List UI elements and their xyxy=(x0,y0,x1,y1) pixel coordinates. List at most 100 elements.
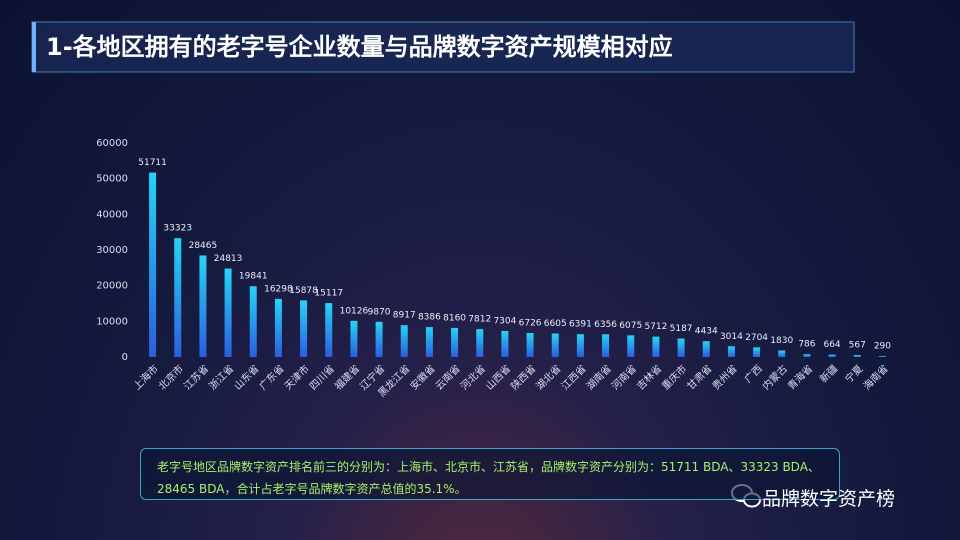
x-tick-label: 湖南省 xyxy=(583,362,613,392)
bar xyxy=(803,354,811,357)
x-tick-label: 河北省 xyxy=(458,362,488,392)
bar xyxy=(501,330,509,357)
bar xyxy=(149,172,157,357)
x-tick-label: 天津市 xyxy=(281,362,311,392)
bar xyxy=(727,346,735,357)
value-label: 567 xyxy=(849,340,866,350)
bar xyxy=(224,268,232,357)
x-tick-label: 宁夏 xyxy=(842,362,865,385)
value-label: 8160 xyxy=(443,313,466,323)
title-accent xyxy=(32,22,36,72)
x-tick-label: 重庆市 xyxy=(659,362,689,392)
value-label: 19841 xyxy=(239,272,268,282)
bar xyxy=(400,325,408,357)
bar xyxy=(300,300,308,357)
bar xyxy=(325,303,333,357)
title-box xyxy=(31,21,855,73)
value-label: 15878 xyxy=(289,286,318,296)
x-tick-label: 北京市 xyxy=(156,362,186,392)
bar xyxy=(627,335,635,357)
x-tick-label: 江西省 xyxy=(558,362,588,392)
value-label: 7304 xyxy=(493,316,516,326)
x-tick-label: 湖北省 xyxy=(533,362,563,392)
bar xyxy=(702,341,710,357)
y-tick-label: 60000 xyxy=(96,138,128,149)
y-tick-label: 30000 xyxy=(96,245,128,256)
bar xyxy=(174,238,182,357)
bar xyxy=(602,334,610,357)
bar xyxy=(652,336,660,357)
value-label: 6726 xyxy=(519,319,542,329)
bar xyxy=(778,350,786,357)
y-tick-label: 50000 xyxy=(96,174,128,185)
bar xyxy=(451,327,459,357)
bar xyxy=(526,333,534,357)
bar xyxy=(375,321,383,357)
value-label: 24813 xyxy=(214,254,243,264)
bar xyxy=(576,334,584,357)
value-label: 6075 xyxy=(619,321,642,331)
value-label: 6605 xyxy=(544,319,567,329)
x-tick-label: 贵州省 xyxy=(709,362,739,392)
value-label: 6391 xyxy=(569,320,592,330)
value-label: 15117 xyxy=(314,289,343,299)
annotation: 老字号地区品牌数字资产排名前三的分别为：上海市、北京市、江苏省，品牌数字资产分别… xyxy=(140,448,840,500)
y-tick-label: 0 xyxy=(122,352,128,363)
value-label: 6356 xyxy=(594,320,617,330)
x-tick-label: 甘肃省 xyxy=(684,362,714,392)
value-label: 28465 xyxy=(189,241,218,251)
x-tick-label: 云南省 xyxy=(432,362,462,392)
y-tick-label: 40000 xyxy=(96,209,128,220)
value-label: 33323 xyxy=(163,224,192,234)
x-tick-label: 福建省 xyxy=(332,362,362,392)
value-label: 664 xyxy=(823,340,840,350)
x-tick-label: 青海省 xyxy=(785,362,815,392)
x-tick-label: 新疆 xyxy=(817,362,840,385)
x-tick-label: 吉林省 xyxy=(634,362,664,392)
value-label: 290 xyxy=(874,341,891,351)
value-label: 7812 xyxy=(468,315,491,325)
bar xyxy=(199,255,207,357)
value-label: 4434 xyxy=(695,327,718,337)
bar xyxy=(853,354,861,357)
x-tick-label: 广西 xyxy=(742,363,765,386)
value-label: 1830 xyxy=(770,336,793,346)
bar xyxy=(274,298,282,357)
chart-title: 1-各地区拥有的老字号企业数量与品牌数字资产规模相对应 xyxy=(46,33,673,61)
value-label: 5187 xyxy=(670,324,693,334)
x-tick-label: 广东省 xyxy=(256,362,286,392)
value-label: 2704 xyxy=(745,333,768,343)
value-label: 8386 xyxy=(418,313,441,323)
value-label: 8917 xyxy=(393,311,416,321)
value-label: 51711 xyxy=(138,158,167,168)
brand: 品牌数字资产榜 xyxy=(762,488,896,510)
y-tick-label: 20000 xyxy=(96,281,128,292)
bar xyxy=(753,347,761,357)
bar xyxy=(249,286,257,357)
value-label: 3014 xyxy=(720,332,743,342)
bar xyxy=(878,355,886,357)
x-tick-label: 上海市 xyxy=(130,362,160,392)
x-tick-label: 江苏省 xyxy=(181,362,211,392)
x-tick-label: 陕西省 xyxy=(508,362,538,392)
x-tick-label: 安徽省 xyxy=(407,362,437,392)
bar xyxy=(551,333,559,357)
x-tick-label: 四川省 xyxy=(307,362,337,392)
value-label: 5712 xyxy=(644,322,667,332)
x-tick-label: 河南省 xyxy=(609,362,639,392)
value-label: 9870 xyxy=(368,307,391,317)
y-tick-label: 10000 xyxy=(96,316,128,327)
x-tick-label: 海南省 xyxy=(860,362,890,392)
bar xyxy=(476,329,484,357)
value-label: 786 xyxy=(798,340,815,350)
bar xyxy=(425,327,433,357)
x-tick-label: 内蒙古 xyxy=(760,362,790,392)
x-tick-label: 山东省 xyxy=(231,362,261,392)
bar xyxy=(350,320,358,357)
x-tick-label: 山西省 xyxy=(483,362,513,392)
bar xyxy=(828,354,836,357)
x-tick-label: 浙江省 xyxy=(206,362,236,392)
bar xyxy=(677,338,685,357)
